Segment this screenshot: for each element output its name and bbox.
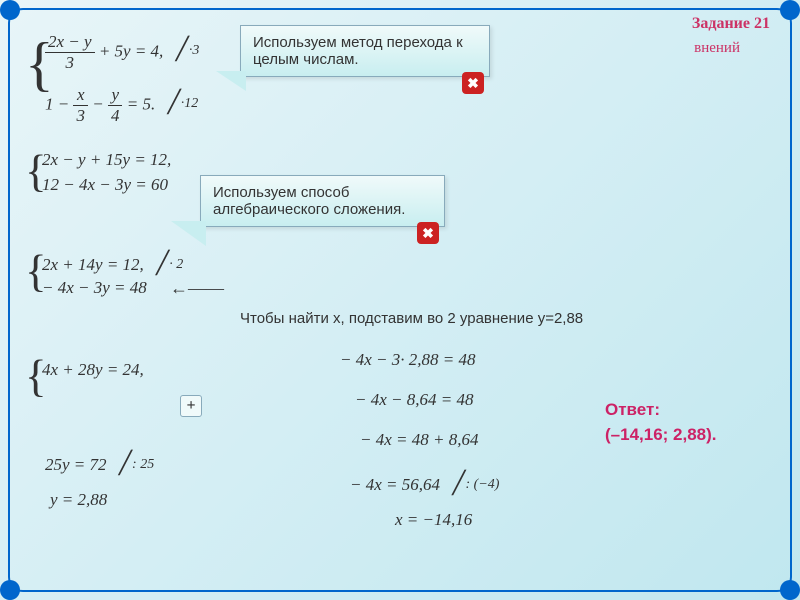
answer-value: (–14,16; 2,88). xyxy=(605,425,717,445)
calc-step-2: − 4x − 8,64 = 48 xyxy=(355,390,473,410)
equation-sys2-line2: 12 − 4x − 3y = 60 xyxy=(42,175,168,195)
hint-text: Используем способ алгебраического сложен… xyxy=(213,184,405,218)
corner-dot xyxy=(780,0,800,20)
calc-step-4: − 4x = 56,64 ╱: (−4) xyxy=(350,470,499,496)
hint-callout-1: Используем метод перехода к целым числам… xyxy=(240,25,490,77)
calc-step-3: − 4x = 48 + 8,64 xyxy=(360,430,478,450)
task-subtitle-fragment: внений xyxy=(694,40,740,57)
calc-step-5: x = −14,16 xyxy=(395,510,472,530)
result-25y: 25y = 72 ╱: 25 xyxy=(45,450,154,476)
hint-text: Используем метод перехода к целым числам… xyxy=(253,34,463,68)
equation-sys2-line1: 2x − y + 15y = 12, xyxy=(42,150,171,170)
close-icon[interactable]: ✖ xyxy=(417,222,439,244)
calc-step-1: − 4x − 3· 2,88 = 48 xyxy=(340,350,475,370)
equation-sys1-line2: 1 − x 3 − y 4 = 5. ╱·12 xyxy=(45,85,198,126)
equation-sys3-line2: − 4x − 3y = 48 xyxy=(42,278,147,298)
answer-label: Ответ: xyxy=(605,400,660,420)
plus-badge: + xyxy=(180,395,202,417)
hint-callout-2: Используем способ алгебраического сложен… xyxy=(200,175,445,227)
arrow-left: ←—— xyxy=(170,278,224,299)
substitute-note: Чтобы найти x, подставим во 2 уравнение … xyxy=(240,310,583,327)
callout-pointer xyxy=(216,71,246,91)
callout-pointer xyxy=(171,221,206,246)
equation-sys1-line1: 2x − y 3 + 5y = 4, ╱·3 xyxy=(45,32,199,73)
equation-sys4-line1: 4x + 28y = 24, xyxy=(42,360,144,380)
corner-dot xyxy=(0,580,20,600)
corner-dot xyxy=(0,0,20,20)
close-icon[interactable]: ✖ xyxy=(462,72,484,94)
task-number: Задание 21 xyxy=(692,15,770,33)
corner-dot xyxy=(780,580,800,600)
equation-sys3-line1: 2x + 14y = 12, ╱· 2 xyxy=(42,250,183,276)
result-y: y = 2,88 xyxy=(50,490,107,510)
